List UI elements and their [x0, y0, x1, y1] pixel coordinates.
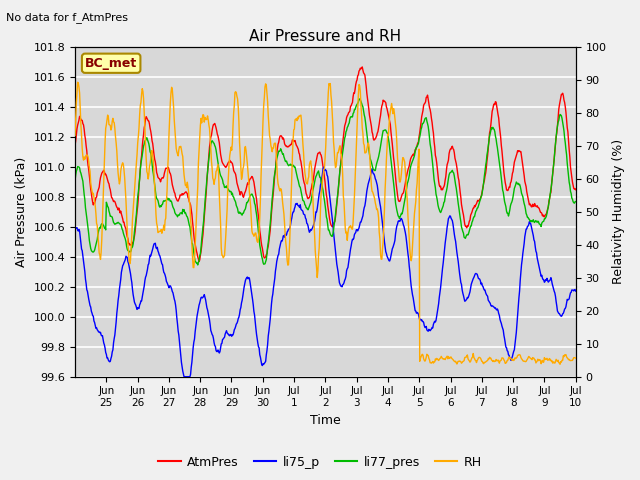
Legend: AtmPres, li75_p, li77_pres, RH: AtmPres, li75_p, li77_pres, RH	[154, 451, 486, 474]
Y-axis label: Air Pressure (kPa): Air Pressure (kPa)	[15, 156, 28, 267]
X-axis label: Time: Time	[310, 414, 340, 427]
Text: BC_met: BC_met	[85, 57, 138, 70]
Text: No data for f_AtmPres: No data for f_AtmPres	[6, 12, 129, 23]
Title: Air Pressure and RH: Air Pressure and RH	[250, 29, 401, 44]
Y-axis label: Relativity Humidity (%): Relativity Humidity (%)	[612, 139, 625, 285]
